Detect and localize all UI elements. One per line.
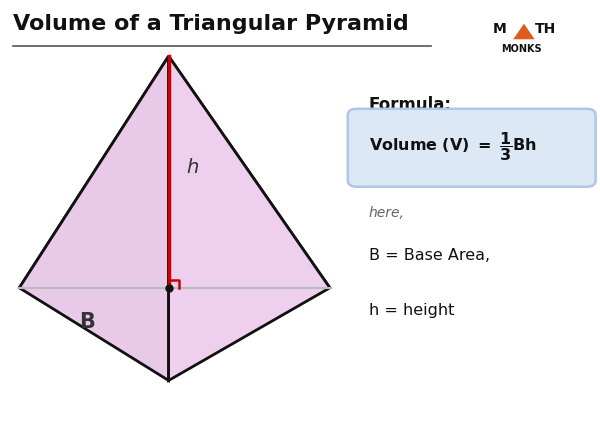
Polygon shape	[19, 237, 330, 380]
Polygon shape	[169, 56, 330, 380]
Polygon shape	[513, 24, 535, 39]
Text: B = Base Area,: B = Base Area,	[368, 248, 490, 263]
Text: here,: here,	[368, 206, 404, 220]
Text: $\mathbf{Volume\ (V)\ =\ \dfrac{1}{3}Bh}$: $\mathbf{Volume\ (V)\ =\ \dfrac{1}{3}Bh}…	[368, 130, 536, 163]
Text: Formula:: Formula:	[368, 96, 452, 114]
Text: TH: TH	[535, 22, 556, 36]
Text: h = height: h = height	[368, 303, 454, 318]
FancyBboxPatch shape	[348, 109, 596, 187]
Polygon shape	[19, 56, 169, 380]
Text: MONKS: MONKS	[501, 44, 542, 53]
Text: Volume of a Triangular Pyramid: Volume of a Triangular Pyramid	[13, 14, 409, 34]
Polygon shape	[169, 56, 330, 288]
Polygon shape	[19, 56, 169, 288]
Text: M: M	[493, 22, 506, 36]
Text: h: h	[187, 158, 199, 177]
Text: B: B	[79, 312, 95, 332]
